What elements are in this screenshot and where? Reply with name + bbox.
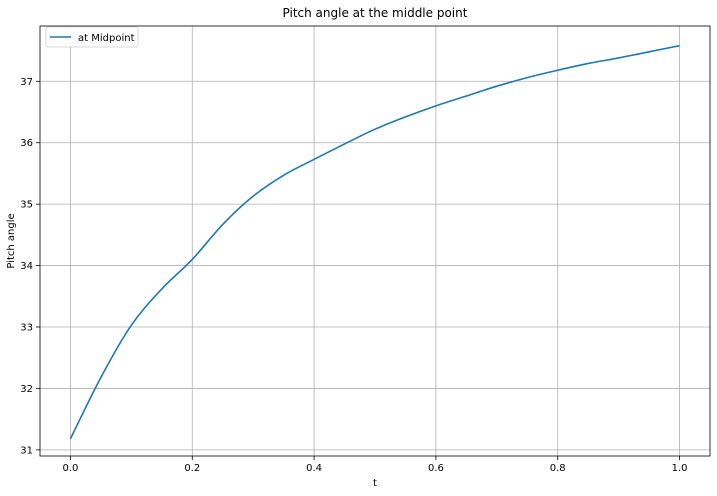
legend: at Midpoint bbox=[45, 26, 139, 48]
y-axis-label: Pitch angle bbox=[6, 213, 17, 268]
x-tick-label: 0.6 bbox=[428, 463, 444, 474]
x-tick-label: 0.2 bbox=[184, 463, 200, 474]
legend-label: at Midpoint bbox=[78, 33, 135, 44]
grid bbox=[40, 26, 710, 456]
plot-frame bbox=[39, 25, 711, 457]
y-tick-label: 37 bbox=[20, 77, 33, 88]
x-tick-label: 0.0 bbox=[63, 463, 79, 474]
x-tick-label: 0.8 bbox=[550, 463, 566, 474]
y-tick-label: 34 bbox=[20, 261, 33, 272]
x-ticks: 0.0 0.2 0.4 0.6 0.8 1.0 bbox=[63, 456, 688, 474]
y-ticks: 31 32 33 34 35 36 37 bbox=[20, 77, 40, 456]
y-tick-label: 31 bbox=[20, 445, 33, 456]
y-tick-label: 36 bbox=[20, 138, 33, 149]
x-tick-label: 0.4 bbox=[306, 463, 322, 474]
series-line-at-midpoint bbox=[69, 44, 680, 440]
chart-title: Pitch angle at the middle point bbox=[283, 6, 468, 20]
x-tick-label: 1.0 bbox=[672, 463, 688, 474]
x-axis-label: t bbox=[373, 478, 377, 489]
plot-background bbox=[40, 26, 710, 456]
y-tick-label: 33 bbox=[20, 323, 33, 334]
y-tick-label: 32 bbox=[20, 384, 33, 395]
y-tick-label: 35 bbox=[20, 200, 33, 211]
legend-box bbox=[45, 26, 139, 48]
